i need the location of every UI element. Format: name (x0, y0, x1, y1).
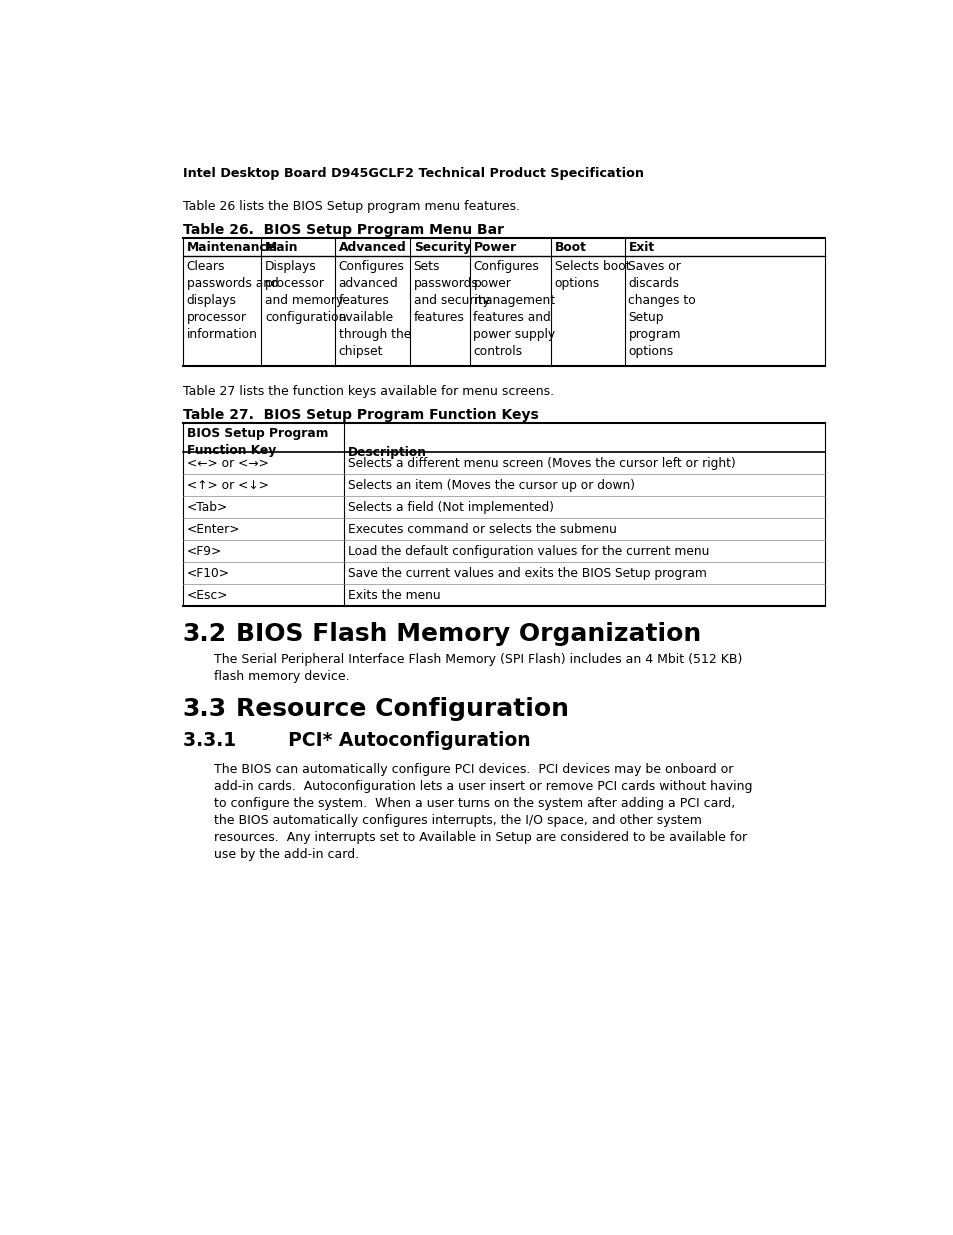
Text: Table 27.  BIOS Setup Program Function Keys: Table 27. BIOS Setup Program Function Ke… (183, 408, 538, 421)
Text: 3.3: 3.3 (183, 698, 227, 721)
Text: Selects boot
options: Selects boot options (555, 259, 630, 290)
Text: Exits the menu: Exits the menu (348, 589, 440, 601)
Text: Selects a different menu screen (Moves the cursor left or right): Selects a different menu screen (Moves t… (348, 457, 735, 471)
Text: 3.3.1        PCI* Autoconfiguration: 3.3.1 PCI* Autoconfiguration (183, 731, 530, 750)
Text: Resource Configuration: Resource Configuration (235, 698, 568, 721)
Text: Selects an item (Moves the cursor up or down): Selects an item (Moves the cursor up or … (348, 479, 634, 492)
Text: Saves or
discards
changes to
Setup
program
options: Saves or discards changes to Setup progr… (628, 259, 696, 358)
Text: Save the current values and exits the BIOS Setup program: Save the current values and exits the BI… (348, 567, 706, 579)
Text: Description: Description (348, 446, 426, 459)
Text: Table 26 lists the BIOS Setup program menu features.: Table 26 lists the BIOS Setup program me… (183, 200, 519, 212)
Text: <F9>: <F9> (187, 545, 222, 558)
Text: Table 26.  BIOS Setup Program Menu Bar: Table 26. BIOS Setup Program Menu Bar (183, 222, 503, 237)
Text: Maintenance: Maintenance (187, 241, 275, 254)
Text: Intel Desktop Board D945GCLF2 Technical Product Specification: Intel Desktop Board D945GCLF2 Technical … (183, 168, 643, 180)
Text: Configures
advanced
features
available
through the
chipset: Configures advanced features available t… (338, 259, 411, 358)
Text: <Esc>: <Esc> (187, 589, 228, 601)
Text: <Tab>: <Tab> (187, 501, 228, 514)
Text: Selects a field (Not implemented): Selects a field (Not implemented) (348, 501, 554, 514)
Text: <F10>: <F10> (187, 567, 230, 579)
Text: BIOS Flash Memory Organization: BIOS Flash Memory Organization (235, 621, 700, 646)
Text: Clears
passwords and
displays
processor
information: Clears passwords and displays processor … (187, 259, 278, 341)
Text: 3.2: 3.2 (183, 621, 227, 646)
Text: Load the default configuration values for the current menu: Load the default configuration values fo… (348, 545, 708, 558)
Text: The Serial Peripheral Interface Flash Memory (SPI Flash) includes an 4 Mbit (512: The Serial Peripheral Interface Flash Me… (213, 652, 741, 683)
Text: Sets
passwords
and security
features: Sets passwords and security features (414, 259, 489, 324)
Text: Security: Security (414, 241, 471, 254)
Text: Exit: Exit (628, 241, 654, 254)
Text: Configures
power
management
features and
power supply
controls: Configures power management features and… (473, 259, 555, 358)
Text: Advanced: Advanced (338, 241, 406, 254)
Text: <↑> or <↓>: <↑> or <↓> (187, 479, 268, 492)
Text: Executes command or selects the submenu: Executes command or selects the submenu (348, 522, 616, 536)
Text: Boot: Boot (555, 241, 586, 254)
Text: <Enter>: <Enter> (187, 522, 240, 536)
Text: Table 27 lists the function keys available for menu screens.: Table 27 lists the function keys availab… (183, 385, 554, 399)
Text: <←> or <→>: <←> or <→> (187, 457, 268, 471)
Text: Power: Power (473, 241, 517, 254)
Text: Main: Main (265, 241, 298, 254)
Text: BIOS Setup Program
Function Key: BIOS Setup Program Function Key (187, 427, 328, 457)
Text: Displays
processor
and memory
configuration: Displays processor and memory configurat… (265, 259, 346, 324)
Text: The BIOS can automatically configure PCI devices.  PCI devices may be onboard or: The BIOS can automatically configure PCI… (213, 763, 752, 861)
